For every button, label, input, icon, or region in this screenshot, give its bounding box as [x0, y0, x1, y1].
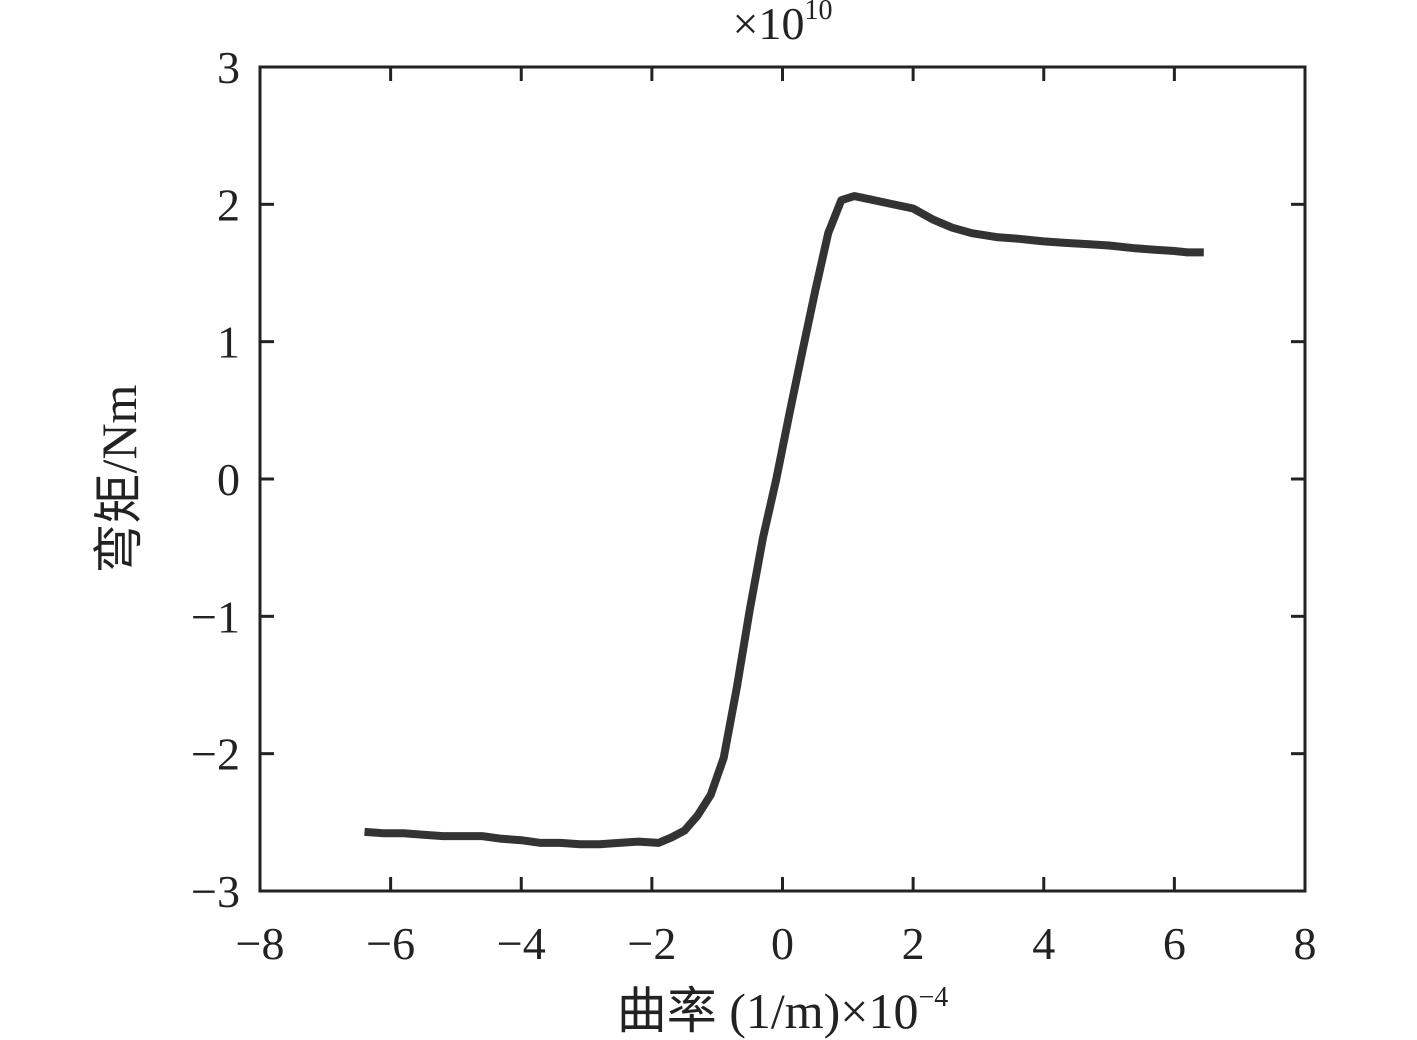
y-tick-label: −3	[191, 866, 240, 917]
x-tick-label: 8	[1294, 918, 1317, 969]
x-tick-label: 4	[1032, 918, 1055, 969]
x-tick-label: 2	[902, 918, 925, 969]
x-axis-label-text: 曲率 (1/m)×10	[617, 983, 919, 1039]
x-tick-label: −8	[236, 918, 285, 969]
x-axis-label: 曲率 (1/m)×10−4	[617, 982, 949, 1039]
y-multiplier-exponent: 10	[804, 0, 832, 26]
x-axis-ticks: −8 −6 −4 −2 0 2 4 6 8	[236, 67, 1317, 969]
x-tick-label: −2	[627, 918, 676, 969]
y-tick-label: 0	[217, 454, 240, 505]
x-tick-label: −4	[497, 918, 546, 969]
y-tick-label: 1	[217, 317, 240, 368]
y-tick-label: −2	[191, 729, 240, 780]
x-tick-label: −6	[366, 918, 415, 969]
y-tick-label: 3	[217, 42, 240, 93]
x-tick-label: 0	[771, 918, 794, 969]
y-multiplier-prefix: ×10	[733, 0, 805, 49]
plot-frame	[258, 65, 1307, 893]
y-axis-ticks: −3 −2 −1 0 1 2 3	[191, 42, 1305, 917]
series-line	[364, 192, 1204, 849]
x-axis-label-exponent: −4	[919, 982, 949, 1013]
y-tick-label: 2	[217, 179, 240, 230]
y-axis-label: 弯矩/Nm	[91, 384, 147, 573]
y-axis-multiplier: ×1010	[733, 0, 833, 49]
y-tick-label: −1	[191, 591, 240, 642]
x-tick-label: 6	[1163, 918, 1186, 969]
